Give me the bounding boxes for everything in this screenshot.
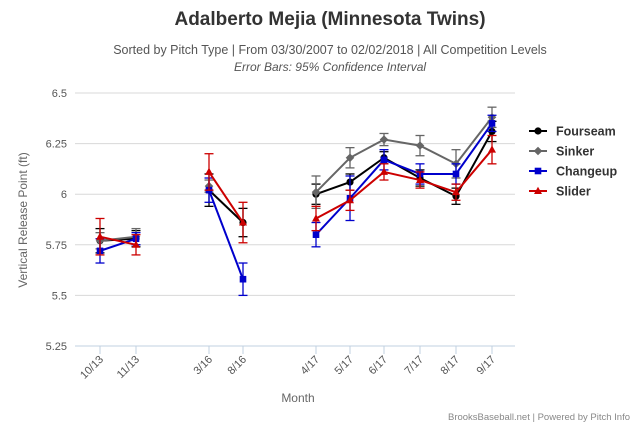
series-slider [95,134,497,256]
x-tick-label: 9/17 [474,354,498,378]
legend-item-changeup[interactable]: Changeup [529,165,617,179]
legend-label: Fourseam [556,125,616,139]
data-point[interactable] [346,195,354,204]
x-tick-label: 5/17 [332,354,356,378]
y-tick-label: 5.25 [46,341,67,353]
y-axis-ticks: 6.5 6.25 6 5.75 5.5 5.25 [46,88,67,353]
data-point[interactable] [312,214,320,222]
data-point[interactable] [415,141,425,150]
y-tick-label: 6.5 [52,88,67,100]
x-tick-label: 8/17 [438,354,462,378]
legend-label: Sinker [556,145,594,159]
series-line [99,235,137,246]
x-tick-label: 8/16 [225,354,249,378]
series-line [315,149,493,220]
y-axis-title: Vertical Release Point (ft) [16,152,30,287]
legend-item-fourseam[interactable]: Fourseam [529,125,616,139]
data-point[interactable] [239,275,247,283]
chart-subtitle-error-bars: Error Bars: 95% Confidence Interval [234,60,426,74]
x-tick-label: 4/17 [298,354,322,378]
y-tick-label: 6.25 [46,139,67,151]
data-point[interactable] [96,232,104,240]
legend[interactable]: Fourseam Sinker Changeup Slider [529,125,617,199]
series-sinker [95,106,497,250]
legend-label: Slider [556,185,591,199]
series-fourseam [95,120,497,254]
grid-lines [75,92,515,347]
data-point[interactable] [380,167,388,175]
credits[interactable]: BrooksBaseball.net | Powered by Pitch In… [448,412,630,423]
x-tick-label: 3/16 [191,354,215,378]
data-point[interactable] [345,153,355,163]
y-tick-label: 5.5 [52,290,67,302]
y-tick-label: 5.75 [46,240,67,252]
data-point[interactable] [380,156,388,164]
x-axis-title: Month [281,391,314,405]
data-point[interactable] [452,170,460,178]
series-line [208,189,244,224]
data-point[interactable] [416,175,424,184]
data-point[interactable] [488,145,496,153]
series-line [99,235,137,242]
data-point[interactable] [132,240,140,248]
x-tick-label: 7/17 [402,354,426,378]
data-point[interactable] [205,167,213,175]
legend-label: Changeup [556,165,617,179]
data-point[interactable] [312,231,320,238]
series-changeup [95,114,497,297]
legend-item-sinker[interactable]: Sinker [529,145,594,159]
legend-marker[interactable] [534,186,542,194]
data-point[interactable] [311,187,321,197]
series-line [208,189,244,280]
legend-item-slider[interactable]: Slider [529,185,591,199]
data-point[interactable] [452,187,460,196]
plot-area [95,106,497,297]
series-line [315,116,493,193]
y-tick-label: 6 [61,189,67,201]
series-line [208,171,244,224]
x-axis: 10/13 11/13 3/16 8/16 4/17 5/17 6/17 7/17 8/17 9/… [75,345,515,382]
x-tick-label: 6/17 [366,354,390,378]
legend-marker[interactable] [534,127,542,135]
x-tick-label: 11/13 [115,354,142,381]
series-line [99,237,137,252]
chart-title: Adalberto Mejia (Minnesota Twins) [174,9,485,30]
legend-marker[interactable] [534,167,542,175]
data-point[interactable] [239,218,247,226]
data-point[interactable] [379,135,389,144]
x-tick-label: 10/13 [78,354,106,382]
legend-marker[interactable] [533,146,543,156]
series-line [315,130,493,198]
chart-subtitle: Sorted by Pitch Type | From 03/30/2007 t… [113,43,547,57]
data-point[interactable] [488,120,496,127]
